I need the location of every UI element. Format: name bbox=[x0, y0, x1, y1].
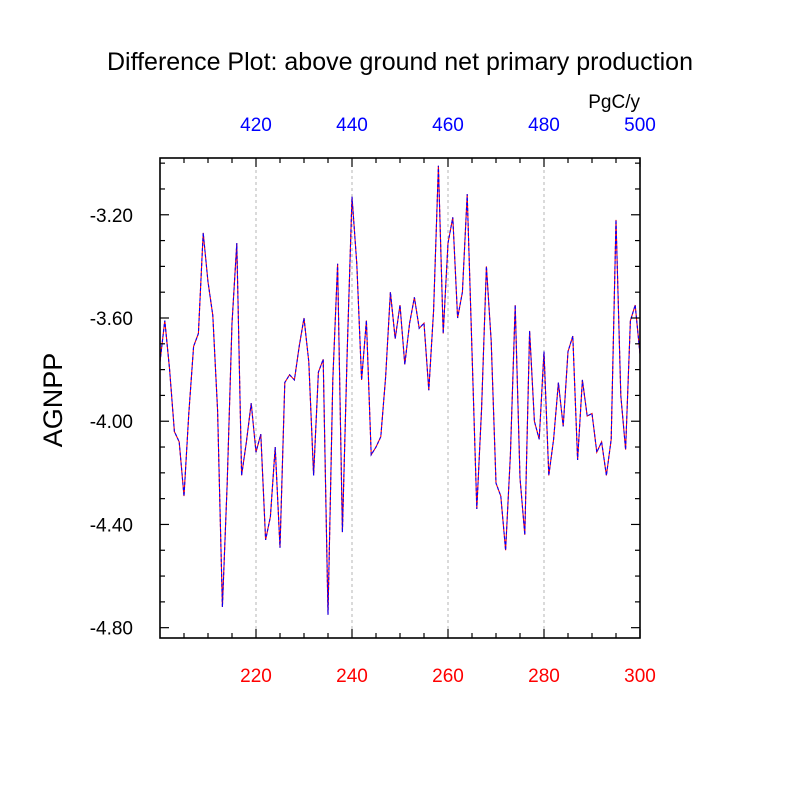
plot-frame bbox=[159, 157, 641, 639]
series-line-red bbox=[159, 165, 641, 615]
x-tick-label-top-3: 480 bbox=[528, 115, 560, 136]
y-axis-label: AGNPP bbox=[38, 353, 68, 448]
y-tick-label-0: -3.20 bbox=[90, 206, 133, 227]
x-tick-label-top-2: 460 bbox=[432, 115, 464, 136]
x-tick-label-bottom-3: 280 bbox=[528, 666, 560, 687]
grid-layer bbox=[255, 158, 545, 638]
series-line-blue bbox=[159, 165, 641, 615]
x-tick-label-bottom-2: 260 bbox=[432, 666, 464, 687]
y-tick-label-1: -3.60 bbox=[90, 309, 133, 330]
x-tick-label-bottom-0: 220 bbox=[240, 666, 272, 687]
x-tick-label-bottom-4: 300 bbox=[624, 666, 656, 687]
y-tick-label-4: -4.80 bbox=[90, 619, 133, 640]
y-tick-label-3: -4.40 bbox=[90, 515, 133, 536]
chart-title: Difference Plot: above ground net primar… bbox=[107, 48, 693, 76]
y-tick-label-2: -4.00 bbox=[90, 412, 133, 433]
axis-layer: 220 240 260 280 300 420 440 460 480 500 -3.20 -3.60… bbox=[90, 115, 656, 687]
x-tick-label-bottom-1: 240 bbox=[336, 666, 368, 687]
x-tick-label-top-4: 500 bbox=[624, 115, 656, 136]
x-tick-label-top-1: 440 bbox=[336, 115, 368, 136]
series-layer bbox=[159, 165, 641, 615]
x-tick-label-top-0: 420 bbox=[240, 115, 272, 136]
units-label: PgC/y bbox=[588, 92, 640, 113]
